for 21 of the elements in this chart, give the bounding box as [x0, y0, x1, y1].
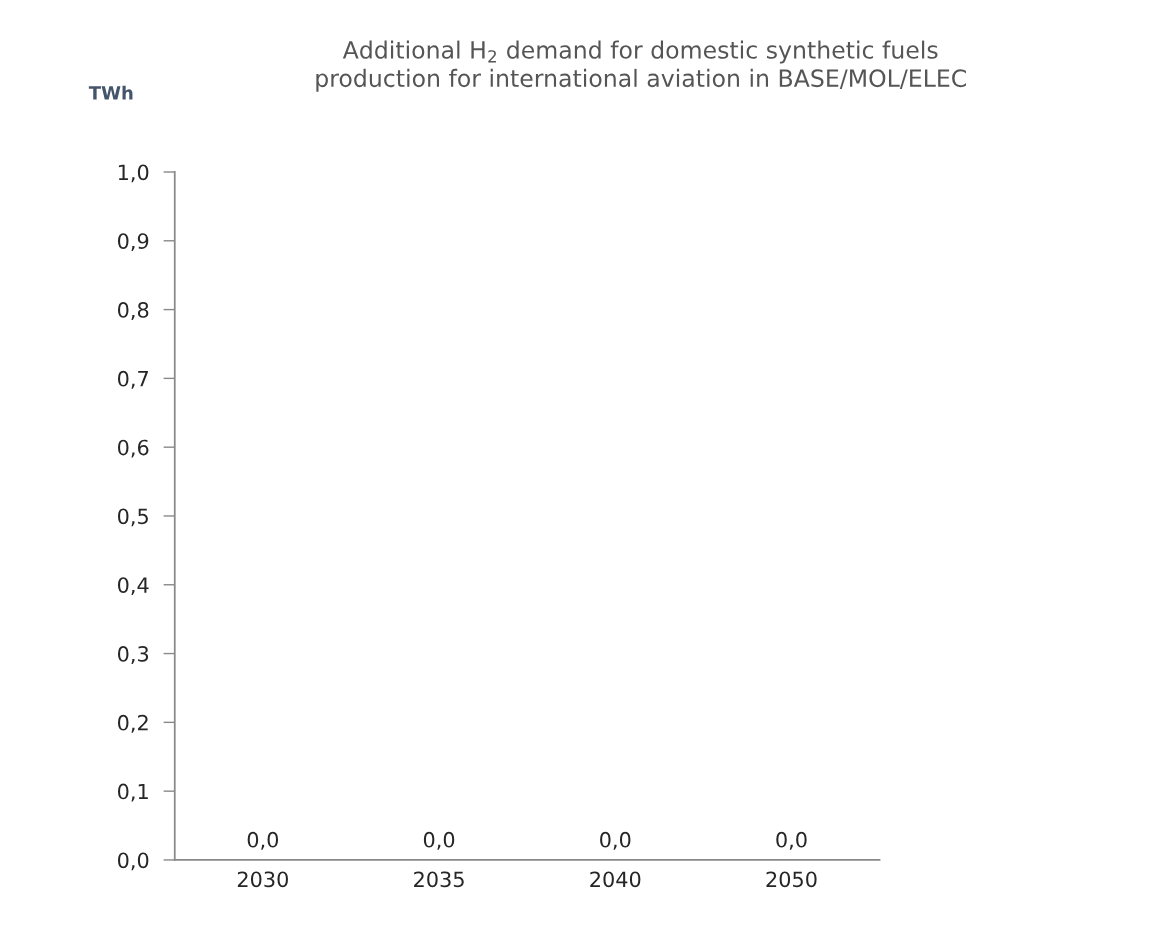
x-tick-label: 2030 — [237, 871, 288, 888]
y-tick-label: 0,9 — [117, 233, 149, 252]
data-label: 0,0 — [776, 831, 807, 850]
y-tick-label: 0,4 — [117, 577, 149, 596]
x-tick-label: 2050 — [766, 871, 817, 888]
data-label: 0,0 — [247, 831, 279, 850]
chart-title: Additional H$_{2}$ demand for domestic synthetic fuels production for international aviation in BASE/MOL/ELEC — [316, 40, 966, 92]
y-tick-label: 0,6 — [117, 439, 149, 458]
y-tick-label: 0,2 — [117, 714, 148, 733]
y-tick-label: 0,7 — [117, 370, 148, 389]
data-label: 0,0 — [423, 831, 455, 850]
data-label: 0,0 — [600, 831, 631, 850]
y-tick-label: 0,5 — [117, 508, 148, 527]
x-tick-label: 2035 — [414, 871, 464, 888]
y-tick-label: 0,3 — [117, 646, 149, 664]
y-tick-label: 0,0 — [117, 852, 149, 871]
y-axis-title: TWh — [88, 85, 133, 100]
y-tick-label: 0,8 — [117, 302, 149, 320]
x-tick-label: 2040 — [590, 871, 641, 888]
y-tick-label: 0,1 — [117, 783, 148, 802]
y-tick-label: 1,0 — [118, 164, 149, 183]
